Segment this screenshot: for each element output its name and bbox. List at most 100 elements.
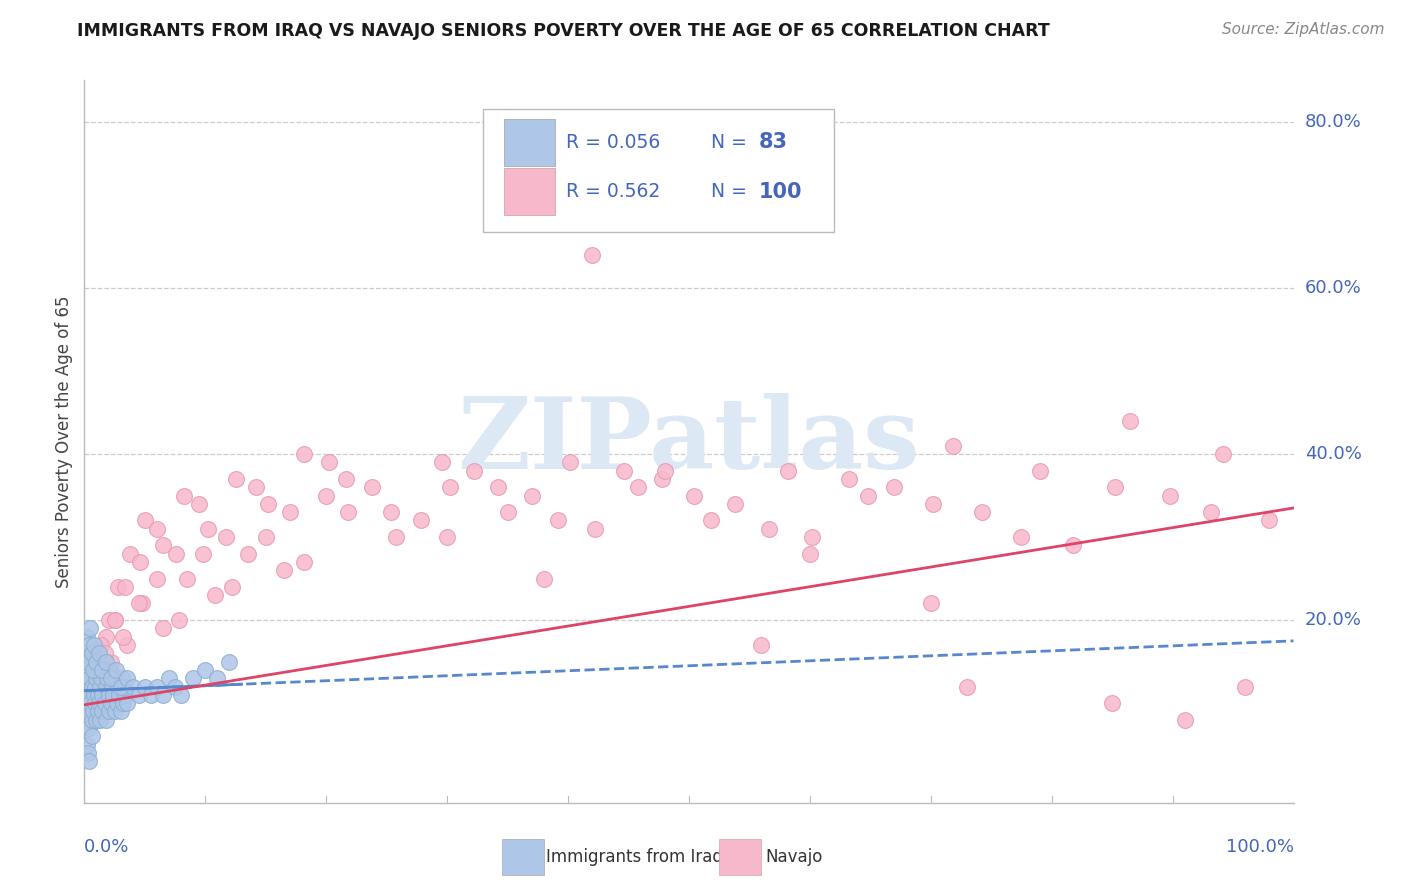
Point: [75, 696, 97, 710]
Point: [560, 455, 582, 469]
Point: [97, 613, 120, 627]
Point: [77, 638, 100, 652]
Point: [613, 464, 636, 478]
Point: [79, 671, 101, 685]
Point: [165, 680, 187, 694]
Point: [100, 696, 122, 710]
Point: [581, 248, 603, 262]
Point: [94, 655, 117, 669]
Text: 60.0%: 60.0%: [1305, 279, 1361, 297]
Point: [380, 505, 402, 519]
Text: 0.0%: 0.0%: [84, 838, 129, 855]
Point: [922, 497, 945, 511]
Point: [294, 447, 316, 461]
Text: N =: N =: [710, 182, 752, 202]
Point: [1062, 538, 1084, 552]
Point: [157, 671, 180, 685]
Point: [221, 580, 243, 594]
Point: [273, 563, 295, 577]
Point: [318, 455, 340, 469]
Text: N =: N =: [710, 133, 752, 152]
Point: [89, 713, 111, 727]
Point: [98, 663, 121, 677]
Point: [139, 688, 162, 702]
Point: [87, 655, 110, 669]
Text: 40.0%: 40.0%: [1305, 445, 1361, 463]
Point: [97, 688, 120, 702]
Point: [146, 522, 169, 536]
Point: [799, 547, 821, 561]
Point: [432, 455, 454, 469]
Point: [207, 671, 229, 685]
Point: [1212, 447, 1234, 461]
Point: [751, 638, 773, 652]
Text: Navajo: Navajo: [765, 848, 823, 866]
Point: [86, 655, 108, 669]
Point: [778, 464, 800, 478]
Point: [191, 547, 214, 561]
Text: IMMIGRANTS FROM IRAQ VS NAVAJO SENIORS POVERTY OVER THE AGE OF 65 CORRELATION CH: IMMIGRANTS FROM IRAQ VS NAVAJO SENIORS P…: [77, 22, 1050, 40]
Point: [115, 696, 138, 710]
Text: R = 0.056: R = 0.056: [565, 133, 659, 152]
Point: [533, 572, 555, 586]
Point: [104, 705, 127, 719]
FancyBboxPatch shape: [720, 838, 762, 875]
Point: [463, 464, 485, 478]
Point: [84, 696, 107, 710]
Point: [86, 671, 108, 685]
Point: [108, 688, 131, 702]
Point: [654, 464, 676, 478]
Point: [547, 513, 569, 527]
Point: [80, 713, 103, 727]
Point: [77, 754, 100, 768]
Text: 100: 100: [759, 182, 803, 202]
Point: [335, 472, 357, 486]
Point: [87, 646, 110, 660]
Text: R = 0.562: R = 0.562: [565, 182, 659, 202]
Point: [76, 630, 98, 644]
Point: [104, 613, 127, 627]
Point: [84, 680, 107, 694]
Point: [80, 705, 103, 719]
Point: [1028, 464, 1050, 478]
Text: 100.0%: 100.0%: [1226, 838, 1294, 855]
Point: [129, 555, 152, 569]
Text: 80.0%: 80.0%: [1305, 112, 1361, 131]
Point: [94, 713, 117, 727]
Point: [91, 680, 114, 694]
Point: [838, 472, 860, 486]
Point: [1234, 680, 1257, 694]
FancyBboxPatch shape: [484, 109, 834, 232]
Point: [1101, 696, 1123, 710]
Point: [77, 655, 100, 669]
Point: [188, 497, 211, 511]
Point: [76, 713, 98, 727]
Point: [245, 480, 267, 494]
Point: [77, 746, 100, 760]
Point: [134, 680, 156, 694]
Point: [76, 680, 98, 694]
Point: [197, 522, 219, 536]
Point: [682, 489, 704, 503]
Point: [236, 547, 259, 561]
Point: [90, 638, 112, 652]
Point: [76, 738, 98, 752]
Point: [83, 663, 105, 677]
Point: [112, 630, 135, 644]
Point: [956, 680, 979, 694]
Point: [115, 671, 138, 685]
Point: [131, 597, 153, 611]
Point: [254, 530, 277, 544]
Point: [79, 696, 101, 710]
Point: [83, 696, 105, 710]
Point: [218, 655, 240, 669]
Point: [91, 705, 114, 719]
Point: [520, 489, 543, 503]
Point: [1174, 713, 1197, 727]
Point: [120, 547, 142, 561]
Point: [86, 713, 108, 727]
Point: [103, 688, 125, 702]
Point: [112, 680, 135, 694]
Point: [114, 580, 136, 594]
Point: [146, 572, 169, 586]
